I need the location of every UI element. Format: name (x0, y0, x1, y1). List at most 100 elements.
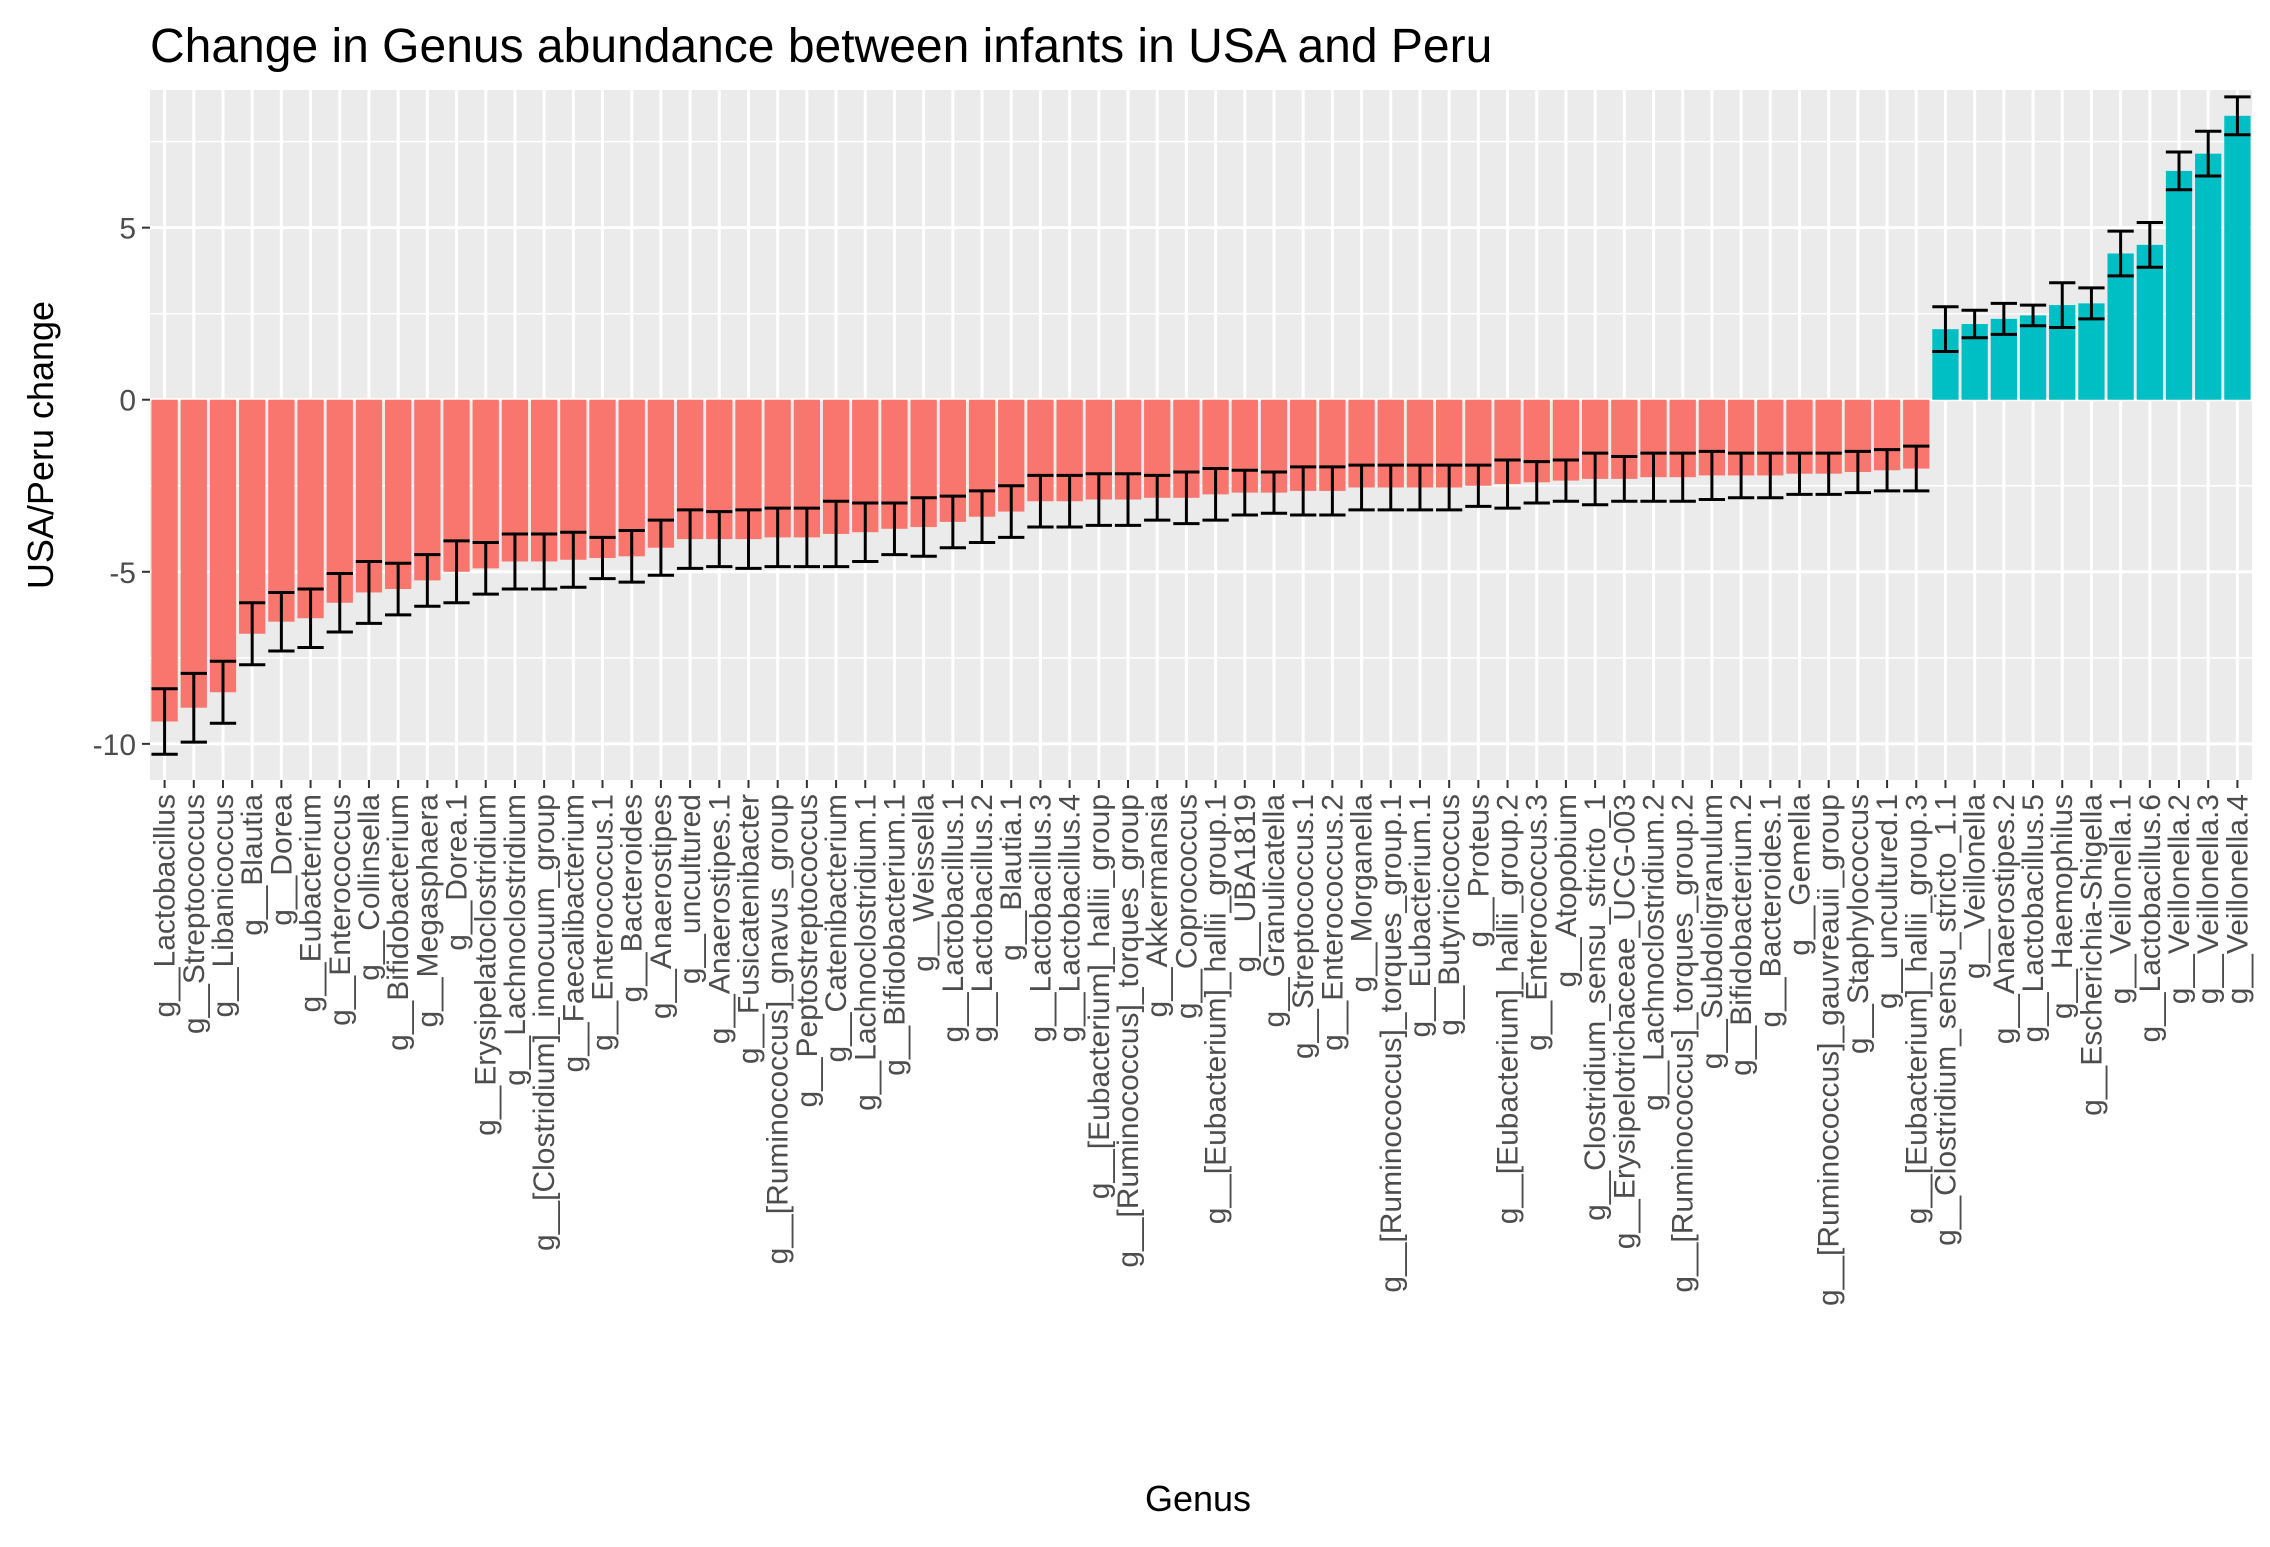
bar (297, 399, 324, 619)
error-bar (939, 494, 966, 550)
x-tick-label: g__[Clostridium]_innocuum_group (528, 794, 561, 1251)
error-bar (1494, 458, 1521, 510)
error-bar (1144, 473, 1171, 522)
x-tick-label: g__Megasphaera (411, 794, 444, 1028)
x-tick-label: g__Lactobacillus.2 (966, 794, 999, 1043)
y-tick-label: -5 (109, 557, 136, 590)
bar (2224, 115, 2251, 400)
error-bar (1319, 465, 1346, 517)
x-tick-label: g__Bifidobacterium (382, 794, 415, 1051)
error-bars (151, 95, 2251, 756)
x-tick-label: g__Clostridium_sensu_stricto_1.1 (1929, 794, 1962, 1246)
error-bar (1202, 467, 1229, 522)
x-tick-label: g__Lachnoclostridium.1 (849, 794, 882, 1111)
bar (589, 399, 616, 559)
error-bar (1698, 449, 1726, 502)
x-tick-label: g__Anaerostipes (645, 794, 678, 1019)
y-axis-title: USA/Peru change (20, 301, 61, 589)
x-tick-label: g__Veillonella.3 (2192, 794, 2225, 1004)
x-tick-label: g__[Ruminococcus]_torques_group.1 (1375, 794, 1408, 1293)
y-tick-label: -10 (93, 729, 136, 762)
x-tick-label: g__Weissella (908, 794, 941, 972)
x-tick-label: g__Veillonella (1959, 794, 1992, 979)
error-bar (180, 671, 207, 744)
error-bar (764, 506, 791, 569)
error-bar (2078, 286, 2105, 321)
chart-title: Change in Genus abundance between infant… (150, 20, 1492, 73)
x-tick-label: g__Bacteroides (616, 794, 649, 1002)
x-tick-label: g__uncultured.1 (1871, 794, 1904, 1009)
bar (2195, 153, 2222, 400)
bar (2019, 315, 2047, 400)
error-bar (1903, 444, 1930, 493)
error-bar (1523, 460, 1550, 505)
bar (268, 399, 295, 622)
x-tick-label: g__Haemophilus (2046, 794, 2079, 1019)
error-bar (1552, 458, 1580, 503)
error-bar (1757, 451, 1784, 500)
x-tick-label: g__Lachnoclostridium (499, 794, 532, 1086)
x-tick-label: g__[Eubacterium]_hallii_group.3 (1900, 794, 1933, 1224)
error-bar (326, 572, 353, 634)
error-bar (1027, 473, 1054, 529)
error-bar (1406, 463, 1434, 512)
x-tick-label: g__Escherichia-Shigella (2075, 794, 2108, 1116)
bar (2165, 170, 2193, 400)
x-tick-label: g__Blautia.1 (995, 794, 1028, 961)
x-tick-label: g__Subdoligranulum (1696, 794, 1729, 1069)
error-bar (2224, 95, 2251, 137)
x-tick-label: g__Veillonella.1 (2105, 794, 2138, 1004)
error-bar (268, 590, 295, 653)
bar (385, 399, 412, 590)
error-bar (2019, 303, 2047, 328)
x-tick-label: g__Dorea (265, 794, 298, 926)
x-tick-label: g__[Eubacterium]_hallii_group.1 (1200, 794, 1233, 1224)
x-tick-label: g__Streptococcus (178, 794, 211, 1034)
plot-panel (150, 90, 2252, 780)
bar (2107, 253, 2134, 400)
x-tick-label: g__Akkermansia (1141, 794, 1174, 1018)
error-bar (706, 510, 733, 569)
error-bar (968, 489, 996, 545)
x-tick-label: g__Bifidobacterium.2 (1725, 794, 1758, 1076)
error-bar (998, 484, 1025, 539)
x-tick-label: g__Enterococcus (324, 794, 357, 1026)
x-tick-label: g__[Ruminococcus]_torques_group (1112, 794, 1145, 1268)
x-tick-label: g__Coprococcus (1170, 794, 1203, 1019)
x-tick-label: g__Clostridium_sensu_stricto_1 (1579, 794, 1612, 1221)
x-tick-label: g__Erysipelotrichaceae_UCG-003 (1608, 794, 1641, 1249)
y-axis: -10 -5 0 5 (93, 213, 150, 762)
x-tick-label: g__Butyricicoccus (1433, 794, 1466, 1036)
error-bar (385, 561, 412, 617)
error-bar (1348, 463, 1375, 512)
error-bar (822, 499, 850, 569)
error-bar (1611, 455, 1638, 503)
x-tick-label: g__Veillonella.2 (2163, 794, 2196, 1004)
error-bar (239, 601, 266, 667)
error-bar (1465, 463, 1492, 508)
error-bar (501, 532, 529, 591)
x-tick-label: g__Streptococcus.1 (1287, 794, 1320, 1059)
error-bar (1173, 470, 1200, 526)
x-tick-label: g__Gemella (1783, 794, 1816, 956)
error-bar (852, 501, 879, 563)
bar (2136, 244, 2163, 400)
error-bar (1581, 451, 1609, 507)
error-bar (2136, 220, 2163, 269)
x-tick-label: g__Blautia (236, 794, 269, 936)
bar (326, 399, 353, 603)
x-tick-label: g__Faecalibacterium (557, 794, 590, 1072)
error-bar (1786, 451, 1813, 496)
x-tick-label: g__[Eubacterium]_hallii_group.2 (1492, 794, 1525, 1224)
error-bar (1961, 308, 1988, 340)
error-bar (1873, 448, 1901, 493)
error-bar (2165, 150, 2193, 192)
x-tick-label: g__Eubacterium.1 (1404, 794, 1437, 1038)
x-tick-label: g__Bacteroides.1 (1754, 794, 1787, 1028)
error-bar (793, 506, 821, 569)
error-bar (1114, 472, 1142, 527)
error-bar (1085, 472, 1112, 527)
error-bar (910, 496, 937, 558)
x-axis: g__Lactobacillusg__Streptococcusg__Liban… (149, 780, 2254, 1306)
error-bar (1377, 463, 1404, 512)
